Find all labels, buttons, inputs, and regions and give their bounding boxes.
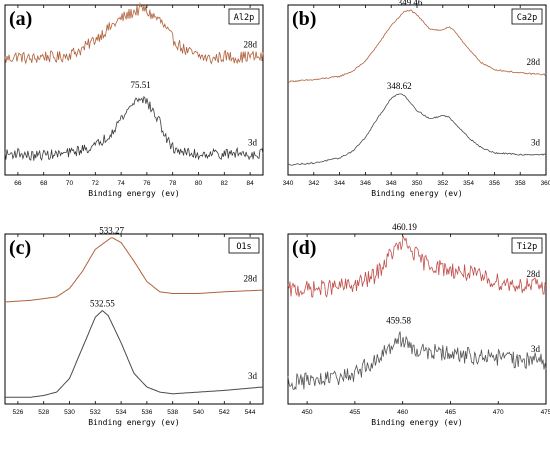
x-axis-label: Binding energy (ev): [88, 189, 180, 198]
x-tick-label: 82: [221, 180, 229, 187]
plot-frame: [4, 233, 264, 405]
element-label: Ca2p: [517, 13, 537, 23]
x-tick-label: 70: [66, 180, 74, 187]
x-tick-label: 526: [12, 409, 23, 416]
x-tick-label: 542: [219, 409, 230, 416]
plot-frame: [287, 4, 547, 176]
panel-ca2p: 340 342 344 346 348 350 352 354 356 358 360 Binding…: [283, 0, 550, 198]
x-tick-label: 80: [195, 180, 203, 187]
x-tick-label: 455: [349, 409, 360, 416]
x-tick-label: 528: [38, 409, 49, 416]
panel-letter: (b): [292, 8, 316, 30]
series-line-28d: [4, 2, 264, 65]
peak-label: 532.55: [90, 299, 115, 309]
x-tick-label: 74: [117, 180, 125, 187]
x-tick-label: 450: [302, 409, 313, 416]
series-line-3d: [5, 309, 264, 398]
element-label-box: [228, 8, 260, 25]
x-tick-label: 360: [541, 180, 550, 187]
x-tick-label: 530: [64, 409, 75, 416]
peak-label: 348.62: [387, 81, 412, 91]
x-tick-label: 344: [334, 180, 345, 187]
element-label: Al2p: [234, 13, 254, 23]
x-tick-label: 346: [360, 180, 371, 187]
x-tick-label: 534: [116, 409, 127, 416]
x-tick-label: 356: [489, 180, 500, 187]
x-tick-label: 354: [463, 180, 474, 187]
x-tick-label: 340: [283, 180, 294, 187]
series-line-3d: [287, 331, 547, 391]
x-tick-label: 475: [541, 409, 550, 416]
series-label-28d: 28d: [244, 39, 258, 49]
peak-label: 459.58: [386, 316, 411, 326]
panel-al2p: 66 68 70 72 74 76 78 80 82 84 Binding energy (ev) 7…: [4, 0, 264, 198]
element-label-box: [228, 237, 260, 254]
x-tick-label: 84: [246, 180, 254, 187]
element-label-box: [511, 8, 543, 25]
x-tick-label: 540: [193, 409, 204, 416]
x-tick-label: 78: [169, 180, 177, 187]
x-tick-label: 532: [90, 409, 101, 416]
series-label-3d: 3d: [248, 371, 258, 381]
x-tick-label: 358: [515, 180, 526, 187]
panel-o1s: 526 528 530 532 534 536 538 540 542 544 Binding en…: [4, 225, 264, 427]
x-axis-label: Binding energy (ev): [371, 189, 463, 198]
series-line-3d: [4, 95, 264, 161]
peak-label: 460.19: [392, 222, 417, 232]
series-line-28d: [4, 237, 263, 303]
series-line-3d: [287, 93, 547, 166]
x-tick-label: 66: [14, 180, 22, 187]
x-tick-label: 76: [143, 180, 151, 187]
x-axis-label: Binding energy (ev): [88, 418, 180, 427]
series-label-28d: 28d: [244, 274, 258, 284]
panel-letter: (d): [292, 237, 316, 259]
element-label: O1s: [236, 242, 251, 252]
series-label-28d: 28d: [527, 269, 541, 279]
series-label-3d: 3d: [248, 137, 258, 147]
x-tick-label: 538: [167, 409, 178, 416]
x-tick-label: 544: [245, 409, 256, 416]
series-label-3d: 3d: [531, 344, 541, 354]
peak-label: 533.27: [99, 225, 124, 235]
x-tick-label: 72: [92, 180, 100, 187]
plot-frame: [4, 4, 264, 176]
x-tick-label: 348: [386, 180, 397, 187]
plot-frame: [287, 233, 547, 405]
series-line-28d: [287, 9, 547, 83]
peak-label: 349.46: [398, 0, 423, 8]
series-label-28d: 28d: [527, 57, 541, 67]
x-tick-label: 350: [412, 180, 423, 187]
x-tick-label: 465: [445, 409, 456, 416]
series-line-28d: [287, 235, 547, 298]
x-tick-label: 68: [40, 180, 48, 187]
element-label-box: [511, 237, 543, 254]
x-tick-label: 536: [141, 409, 152, 416]
panel-letter: (a): [9, 8, 32, 30]
peak-label: 75.72: [133, 0, 153, 1]
series-label-3d: 3d: [531, 138, 541, 148]
x-tick-label: 460: [397, 409, 408, 416]
peak-label: 75.51: [130, 80, 150, 90]
panel-letter: (c): [9, 237, 31, 259]
x-axis-label: Binding energy (ev): [371, 418, 463, 427]
x-tick-label: 342: [308, 180, 319, 187]
panel-ti2p: 450 455 460 465 470 475 Binding energy (ev) 460…: [287, 222, 550, 427]
x-tick-label: 470: [493, 409, 504, 416]
x-tick-label: 352: [437, 180, 448, 187]
element-label: Ti2p: [517, 242, 537, 252]
